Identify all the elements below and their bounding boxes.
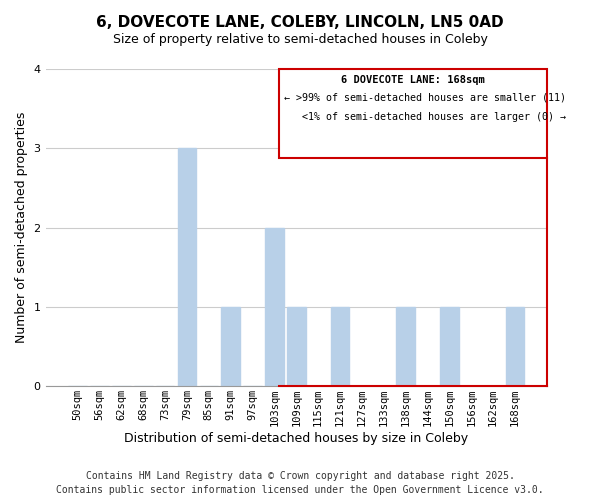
Text: <1% of semi-detached houses are larger (0) →: <1% of semi-detached houses are larger (… [284,112,566,122]
Text: ← >99% of semi-detached houses are smaller (11): ← >99% of semi-detached houses are small… [284,93,566,103]
Text: Contains HM Land Registry data © Crown copyright and database right 2025.
Contai: Contains HM Land Registry data © Crown c… [56,471,544,495]
Text: Size of property relative to semi-detached houses in Coleby: Size of property relative to semi-detach… [113,32,487,46]
Bar [265,228,284,386]
Y-axis label: Number of semi-detached properties: Number of semi-detached properties [15,112,28,344]
X-axis label: Distribution of semi-detached houses by size in Coleby: Distribution of semi-detached houses by … [124,432,469,445]
Bar [440,307,459,386]
Bar [331,307,349,386]
Bar [279,69,547,158]
Text: 6, DOVECOTE LANE, COLEBY, LINCOLN, LN5 0AD: 6, DOVECOTE LANE, COLEBY, LINCOLN, LN5 0… [96,15,504,30]
Bar [287,307,305,386]
Text: 6 DOVECOTE LANE: 168sqm: 6 DOVECOTE LANE: 168sqm [341,76,485,86]
Bar [221,307,240,386]
Bar [178,148,196,386]
Bar [506,307,524,386]
Bar [397,307,415,386]
